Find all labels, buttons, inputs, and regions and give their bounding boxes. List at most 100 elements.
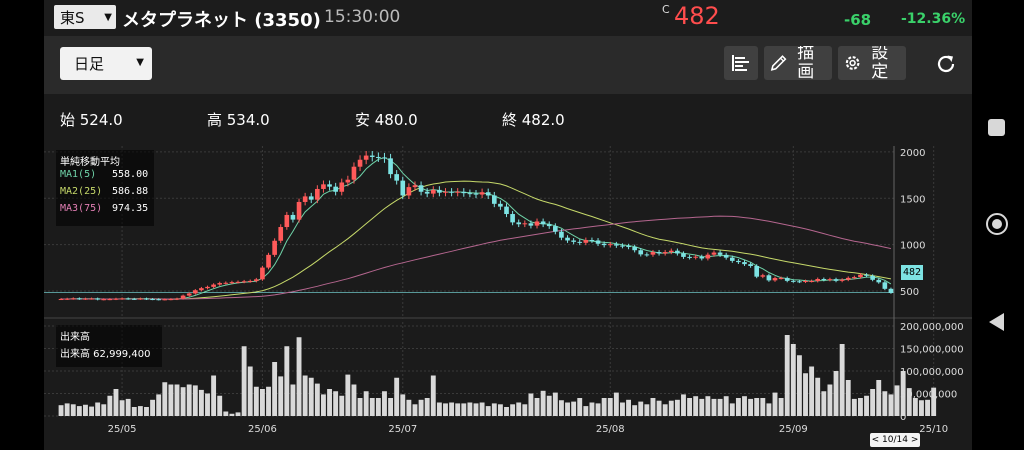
volume-y-tick-label: 100,000,000 [900, 367, 964, 378]
volume-bar [394, 377, 400, 416]
volume-bar [620, 402, 625, 416]
volume-bar [443, 403, 448, 416]
volume-bar [400, 394, 406, 416]
candle-body [199, 288, 204, 291]
candle-body [833, 279, 839, 281]
candle-body [882, 282, 888, 289]
x-tick-label: 25/09 [779, 424, 808, 435]
candle-body [827, 279, 833, 281]
candle-body [229, 282, 235, 284]
chart-canvas[interactable]: 25/05 25/06 25/07 25/08 25/09 25/10 2000 1500 10… [44, 146, 972, 450]
volume-bar [113, 389, 119, 416]
candle-body [58, 299, 64, 301]
candle-body [376, 156, 381, 158]
candle-body [729, 257, 735, 261]
candle-body [394, 174, 399, 181]
candle-body [296, 201, 302, 220]
candle-body [510, 214, 515, 223]
volume-bar [857, 398, 863, 416]
candle-body [461, 191, 467, 194]
volume-bar [845, 380, 851, 416]
y-tick-label: 1500 [900, 194, 925, 205]
candle-body [790, 280, 796, 282]
candle-body [180, 295, 186, 299]
volume-bar [925, 399, 931, 416]
volume-bar [534, 398, 540, 416]
candle-body [668, 250, 674, 253]
settings-button[interactable]: 設定 [838, 46, 906, 80]
volume-legend-title: 出来高 [60, 332, 90, 343]
ma2-legend: MA2(25) 586.88 [60, 186, 148, 197]
candle-body [491, 195, 497, 204]
volume-bar [461, 403, 467, 416]
candle-body [839, 279, 845, 281]
indicator-list-button[interactable] [724, 46, 758, 80]
volume-bar [259, 389, 265, 416]
volume-bar [192, 385, 198, 416]
period-select[interactable]: 日足 ▼ [60, 47, 152, 80]
ma-legend: 単純移動平均 MA1(5) 558.00 MA2(25) 586.88 MA3(… [56, 150, 154, 226]
back-button[interactable] [989, 313, 1004, 331]
volume-bar [412, 404, 418, 416]
candle-body [418, 185, 424, 192]
volume-bar [296, 337, 302, 416]
settings-label: 設定 [871, 46, 895, 80]
volume-bar [748, 398, 754, 416]
candle-body [424, 191, 430, 194]
volume-bar [711, 398, 717, 416]
draw-button[interactable]: 描画 [764, 46, 832, 80]
candle-body [205, 286, 210, 289]
candle-body [528, 223, 534, 226]
candle-body [333, 186, 338, 192]
volume-bar [754, 398, 760, 416]
ma2-value: 586.88 [112, 186, 149, 197]
candle-body [186, 293, 192, 296]
candle-body [351, 166, 357, 180]
volume-bar [589, 402, 595, 416]
candle-body [321, 184, 326, 189]
volume-bar [790, 344, 796, 416]
volume-bar [156, 394, 162, 416]
volume-bar [223, 411, 229, 416]
home-button[interactable] [986, 213, 1008, 235]
volume-bar [906, 388, 912, 416]
volume-bar [83, 404, 88, 416]
x-tick-label: 25/06 [248, 424, 277, 435]
volume-bar [778, 398, 784, 416]
close-price: 終 482.0 [502, 111, 565, 129]
refresh-icon[interactable] [934, 52, 958, 76]
recent-apps-button[interactable] [988, 119, 1005, 136]
candle-body [620, 245, 625, 247]
volume-bar [662, 404, 668, 416]
volume-legend: 出来高 出来高 62,999,400 [56, 325, 162, 367]
exchange-select[interactable]: 東S ▼ [54, 5, 116, 29]
volume-bar [424, 398, 430, 416]
volume-bar [479, 402, 485, 416]
candle-body [400, 180, 406, 196]
candle-body [302, 196, 308, 202]
candle-body [119, 298, 125, 300]
candle-body [217, 283, 223, 285]
volume-bar [687, 398, 693, 416]
date-cursor-tag[interactable]: < 10/14 > [870, 433, 920, 447]
y-tick-label: 500 [900, 287, 919, 298]
volume-bar [815, 377, 821, 416]
candle-body [546, 224, 552, 227]
candle-body [711, 252, 717, 255]
candle-body [626, 246, 631, 248]
volume-bar [473, 403, 479, 416]
candle-body [748, 264, 753, 266]
candle-body [272, 240, 277, 255]
volume-bar [632, 405, 638, 416]
volume-bar [235, 412, 241, 416]
volume-bar [345, 374, 351, 416]
candle-body [632, 246, 637, 251]
candle-body [174, 298, 180, 300]
volume-bar [125, 398, 131, 416]
candle-body [455, 191, 461, 193]
candle-body [278, 227, 284, 241]
candle-body [693, 256, 698, 258]
volume-bar [467, 402, 473, 416]
volume-bar [308, 377, 314, 416]
high-price: 高 534.0 [207, 111, 270, 129]
